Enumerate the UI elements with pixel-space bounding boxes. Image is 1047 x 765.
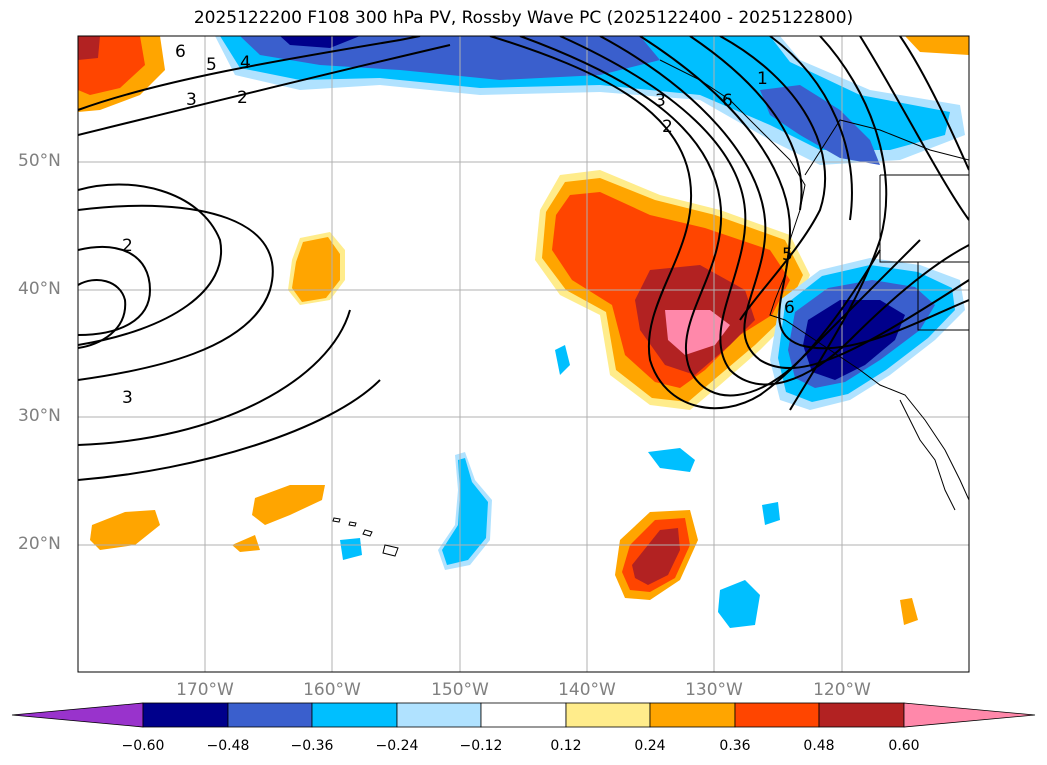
colorbar-extend-max [903,702,1036,728]
lon-label-120w: 120°W [813,680,871,700]
colorbar-tick: −0.48 [206,738,250,754]
contour-label: 5 [782,245,793,265]
lon-label-130w: 130°W [685,680,743,700]
lat-label-20n: 20°N [18,534,61,554]
colorbar-tick: 0.24 [634,738,666,754]
map-frame [77,35,970,673]
contour-labels: 6 5 4 3 2 2 3 1 6 3 2 5 6 [122,42,795,408]
lat-label-40n: 40°N [18,279,61,299]
colorbar-tick: −0.60 [121,738,165,754]
colorbar-extend-min [11,702,144,728]
contour-label: 2 [662,117,673,137]
contour-label: 2 [237,88,248,108]
map-title: 2025122200 F108 300 hPa PV, Rossby Wave … [193,8,854,28]
lat-label-30n: 30°N [18,406,61,426]
colorbar-tick: 0.12 [550,738,582,754]
contour-label: 6 [175,42,186,62]
colorbar [11,702,1036,728]
pv-contours [78,36,969,481]
contour-label: 3 [186,90,197,110]
lon-label-160w: 160°W [303,680,361,700]
lon-label-150w: 150°W [431,680,489,700]
colorbar-tick: −0.24 [375,738,419,754]
contour-label: 3 [655,91,666,111]
contour-label: 6 [722,91,733,111]
contour-label: 6 [784,298,795,318]
colorbar-tick: 0.36 [719,738,751,754]
colorbar-tick: 0.48 [803,738,835,754]
lon-label-170w: 170°W [176,680,234,700]
lat-label-50n: 50°N [18,151,61,171]
colorbar-tick: −0.12 [459,738,503,754]
lon-label-140w: 140°W [558,680,616,700]
contour-label: 5 [206,55,217,75]
contour-label: 4 [240,53,251,73]
colorbar-tick: 0.60 [888,738,920,754]
contour-label: 2 [122,236,133,256]
contour-label: 3 [122,388,133,408]
colorbar-tick: −0.36 [290,738,334,754]
contour-label: 1 [757,69,768,89]
